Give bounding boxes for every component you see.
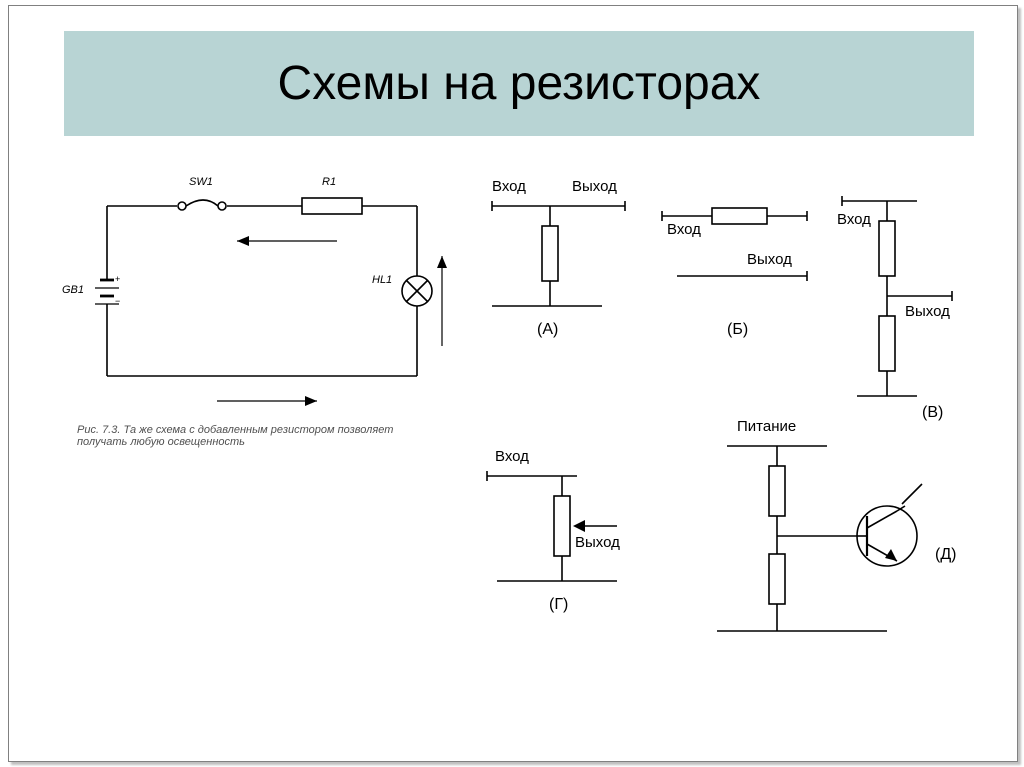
v-output: Выход: [905, 303, 950, 320]
b-input: Вход: [667, 221, 701, 238]
label-hl1: HL1: [372, 274, 392, 286]
slide-title: Схемы на резисторах: [278, 56, 761, 111]
label-r1: R1: [322, 176, 336, 188]
d-label: (Д): [935, 546, 957, 564]
a-output: Выход: [572, 178, 617, 195]
g-label: (Г): [549, 596, 568, 614]
main-caption: Рис. 7.3. Та же схема с добавленным рези…: [77, 424, 437, 448]
d-power: Питание: [737, 418, 796, 435]
g-input: Вход: [495, 448, 529, 465]
battery-minus: −: [115, 296, 120, 306]
v-input: Вход: [837, 211, 871, 228]
b-output: Выход: [747, 251, 792, 268]
v-label: (В): [922, 404, 943, 422]
b-label: (Б): [727, 321, 748, 339]
g-output: Выход: [575, 534, 620, 551]
a-label: (А): [537, 321, 558, 339]
diagram-area: SW1 R1 GB1 HL1 + − Рис. 7.3. Та же схема…: [17, 146, 1024, 766]
a-input: Вход: [492, 178, 526, 195]
title-box: Схемы на резисторах: [64, 31, 974, 136]
label-gb1: GB1: [62, 284, 84, 296]
slide-frame: Схемы на резисторах: [8, 5, 1018, 762]
label-sw1: SW1: [189, 176, 213, 188]
battery-plus: +: [115, 274, 120, 284]
